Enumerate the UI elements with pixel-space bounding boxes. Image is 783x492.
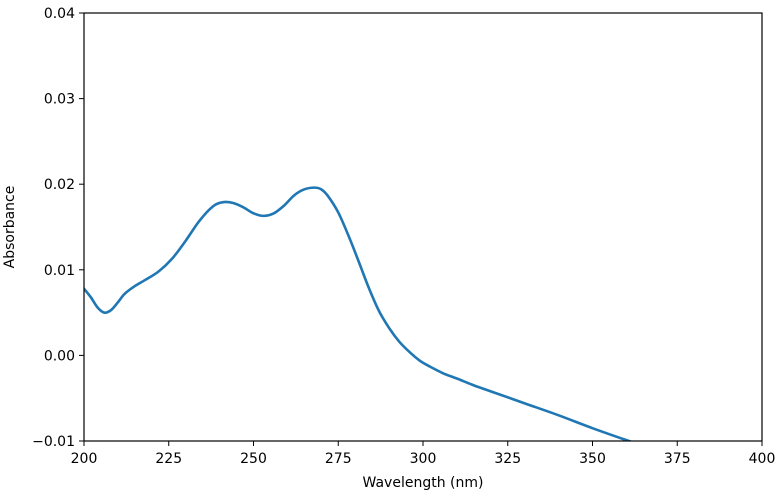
x-tick-label: 300: [410, 451, 437, 467]
x-tick-label: 200: [71, 451, 98, 467]
x-tick-label: 400: [749, 451, 776, 467]
y-axis-label: Absorbance: [2, 186, 18, 269]
axis-ticks: 200 225 250 275 300 325 350 375 400 −0.01 0.00 0.01…: [32, 6, 775, 467]
x-tick-label: 250: [240, 451, 267, 467]
x-tick-label: 325: [494, 451, 521, 467]
y-tick-label: −0.01: [32, 434, 75, 450]
y-tick-label: 0.03: [44, 92, 75, 108]
axes-frame: [83, 12, 763, 442]
x-tick-label: 225: [155, 451, 182, 467]
y-tick-label: 0.02: [44, 177, 75, 193]
y-tick-label: 0.00: [44, 348, 75, 364]
x-tick-label: 275: [325, 451, 352, 467]
y-tick-label: 0.01: [44, 263, 75, 279]
x-axis-label: Wavelength (nm): [363, 475, 484, 491]
absorbance-series-line: [84, 186, 633, 441]
plot-area: [84, 186, 633, 441]
x-tick-label: 350: [579, 451, 606, 467]
x-tick-label: 375: [664, 451, 691, 467]
y-tick-label: 0.04: [44, 6, 75, 22]
